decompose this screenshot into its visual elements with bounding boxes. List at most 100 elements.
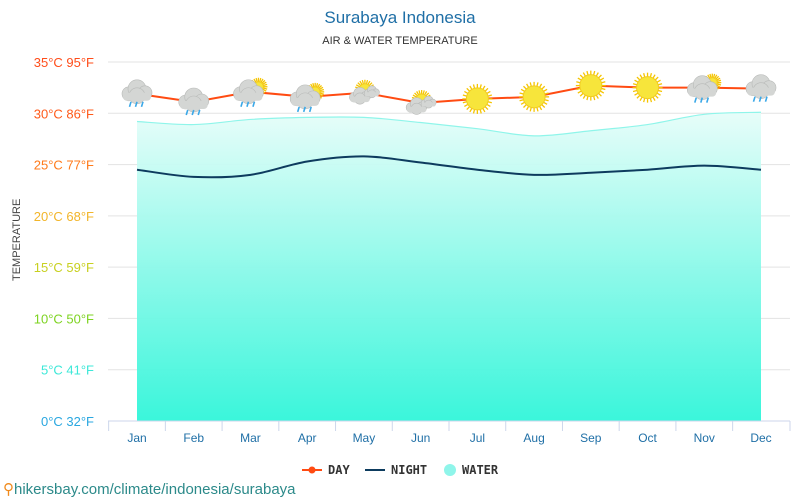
raindrop — [134, 101, 138, 108]
sun-ray — [576, 81, 581, 84]
cloud-icon — [364, 85, 380, 99]
weather-icon-sun-cloud-rain — [289, 82, 325, 113]
location-pin-icon: ⚲ — [3, 481, 14, 498]
weather-icon-rain — [121, 79, 153, 108]
sun-ray — [523, 85, 527, 90]
sun-disc — [579, 74, 603, 98]
sun-ray — [416, 91, 420, 96]
raindrop — [191, 109, 195, 116]
sun-ray — [523, 104, 527, 108]
water-line — [136, 111, 762, 137]
day-line — [136, 84, 762, 105]
raindrop — [140, 101, 144, 108]
sun-ray — [576, 87, 581, 91]
sun-ray — [658, 89, 663, 93]
sun-ray — [649, 72, 653, 78]
sun-ray — [260, 78, 264, 83]
sun-ray — [464, 103, 469, 107]
rain-icon — [296, 106, 312, 113]
source-url: hikersbay.com/climate/indonesia/surabaya — [14, 481, 296, 498]
weather-icon-sun — [519, 81, 550, 112]
y-tick-label: 25°C 77°F — [34, 158, 94, 173]
sun-icon — [519, 81, 550, 112]
sun-ray — [541, 104, 546, 108]
sun-ray — [582, 72, 586, 77]
sun-ray — [484, 87, 489, 92]
legend-night[interactable]: NIGHT — [365, 463, 427, 477]
weather-icon-rain — [178, 87, 210, 116]
sun-ray — [716, 79, 722, 82]
sun-ray — [632, 83, 638, 86]
raindrop — [197, 109, 201, 116]
cloud-icon — [686, 75, 718, 100]
cloud-base — [234, 92, 263, 101]
sun-ray — [484, 106, 489, 110]
x-tick-label: Mar — [240, 431, 261, 445]
weather-icon-sun-cloud-rain — [686, 73, 722, 103]
raindrop — [252, 101, 256, 107]
sun-ray — [652, 74, 656, 79]
legend-water-label: WATER — [462, 463, 499, 477]
sun-ray — [262, 88, 267, 92]
sun-ray — [472, 109, 476, 114]
cloud-base — [747, 87, 775, 96]
sun-ray — [315, 83, 319, 88]
cloud-base — [421, 102, 436, 107]
sun-ray — [595, 72, 599, 77]
legend-day[interactable]: DAY — [302, 463, 350, 477]
sun-ray — [422, 90, 425, 95]
sun-ray — [253, 78, 257, 83]
night-legend-marker-icon — [365, 469, 385, 471]
sun-ray — [261, 79, 266, 84]
sun-ray — [716, 83, 722, 86]
weather-icon-sun — [632, 72, 663, 103]
x-tick-label: Jun — [411, 431, 430, 445]
x-tick-label: Feb — [183, 431, 204, 445]
source-link[interactable]: ⚲hikersbay.com/climate/indonesia/surabay… — [3, 480, 296, 498]
sun-ray — [656, 92, 661, 96]
sun-ray — [355, 84, 361, 88]
sun-ray — [482, 108, 486, 113]
sun-ray — [654, 94, 659, 99]
sun-ray — [536, 82, 539, 87]
cloud-base — [406, 106, 427, 113]
sun-icon — [575, 70, 606, 101]
cloud-icon — [405, 97, 428, 115]
sun-ray — [519, 99, 524, 102]
sun-ray — [359, 80, 363, 85]
sun-ray — [472, 84, 476, 89]
sun-ray — [639, 74, 643, 79]
sun-ray — [543, 88, 548, 92]
sun-ray — [319, 88, 325, 92]
sun-ray — [598, 92, 602, 97]
sun-disc — [465, 87, 489, 111]
sun-ray — [601, 87, 606, 91]
legend-water[interactable]: WATER — [444, 463, 498, 477]
sun-ray — [319, 93, 324, 97]
sun-ray — [652, 96, 656, 101]
y-tick-label: 0°C 32°F — [41, 414, 94, 429]
raindrop — [752, 96, 756, 102]
sun-ray — [312, 83, 315, 88]
sun-ray — [526, 83, 530, 88]
raindrop — [700, 97, 704, 103]
sun-ray — [643, 72, 646, 78]
water-legend-marker-icon — [444, 464, 456, 476]
sun-ray — [582, 94, 586, 99]
sun-ray — [519, 92, 524, 95]
sun-ray — [716, 84, 721, 88]
sun-ray — [529, 107, 532, 112]
y-tick-label: 30°C 86°F — [34, 106, 94, 121]
cloud-icon — [745, 74, 777, 99]
rain-icon — [694, 97, 710, 103]
sun-ray — [361, 79, 364, 85]
sun-ray — [414, 92, 418, 97]
raindrop — [246, 101, 250, 107]
x-tick-label: Nov — [694, 431, 715, 445]
sun-ray — [539, 106, 543, 111]
rain-icon — [752, 96, 768, 102]
sun-ray — [486, 103, 491, 107]
sun-ray — [649, 98, 653, 103]
sun-ray — [601, 81, 606, 84]
cloud-icon — [121, 79, 153, 105]
